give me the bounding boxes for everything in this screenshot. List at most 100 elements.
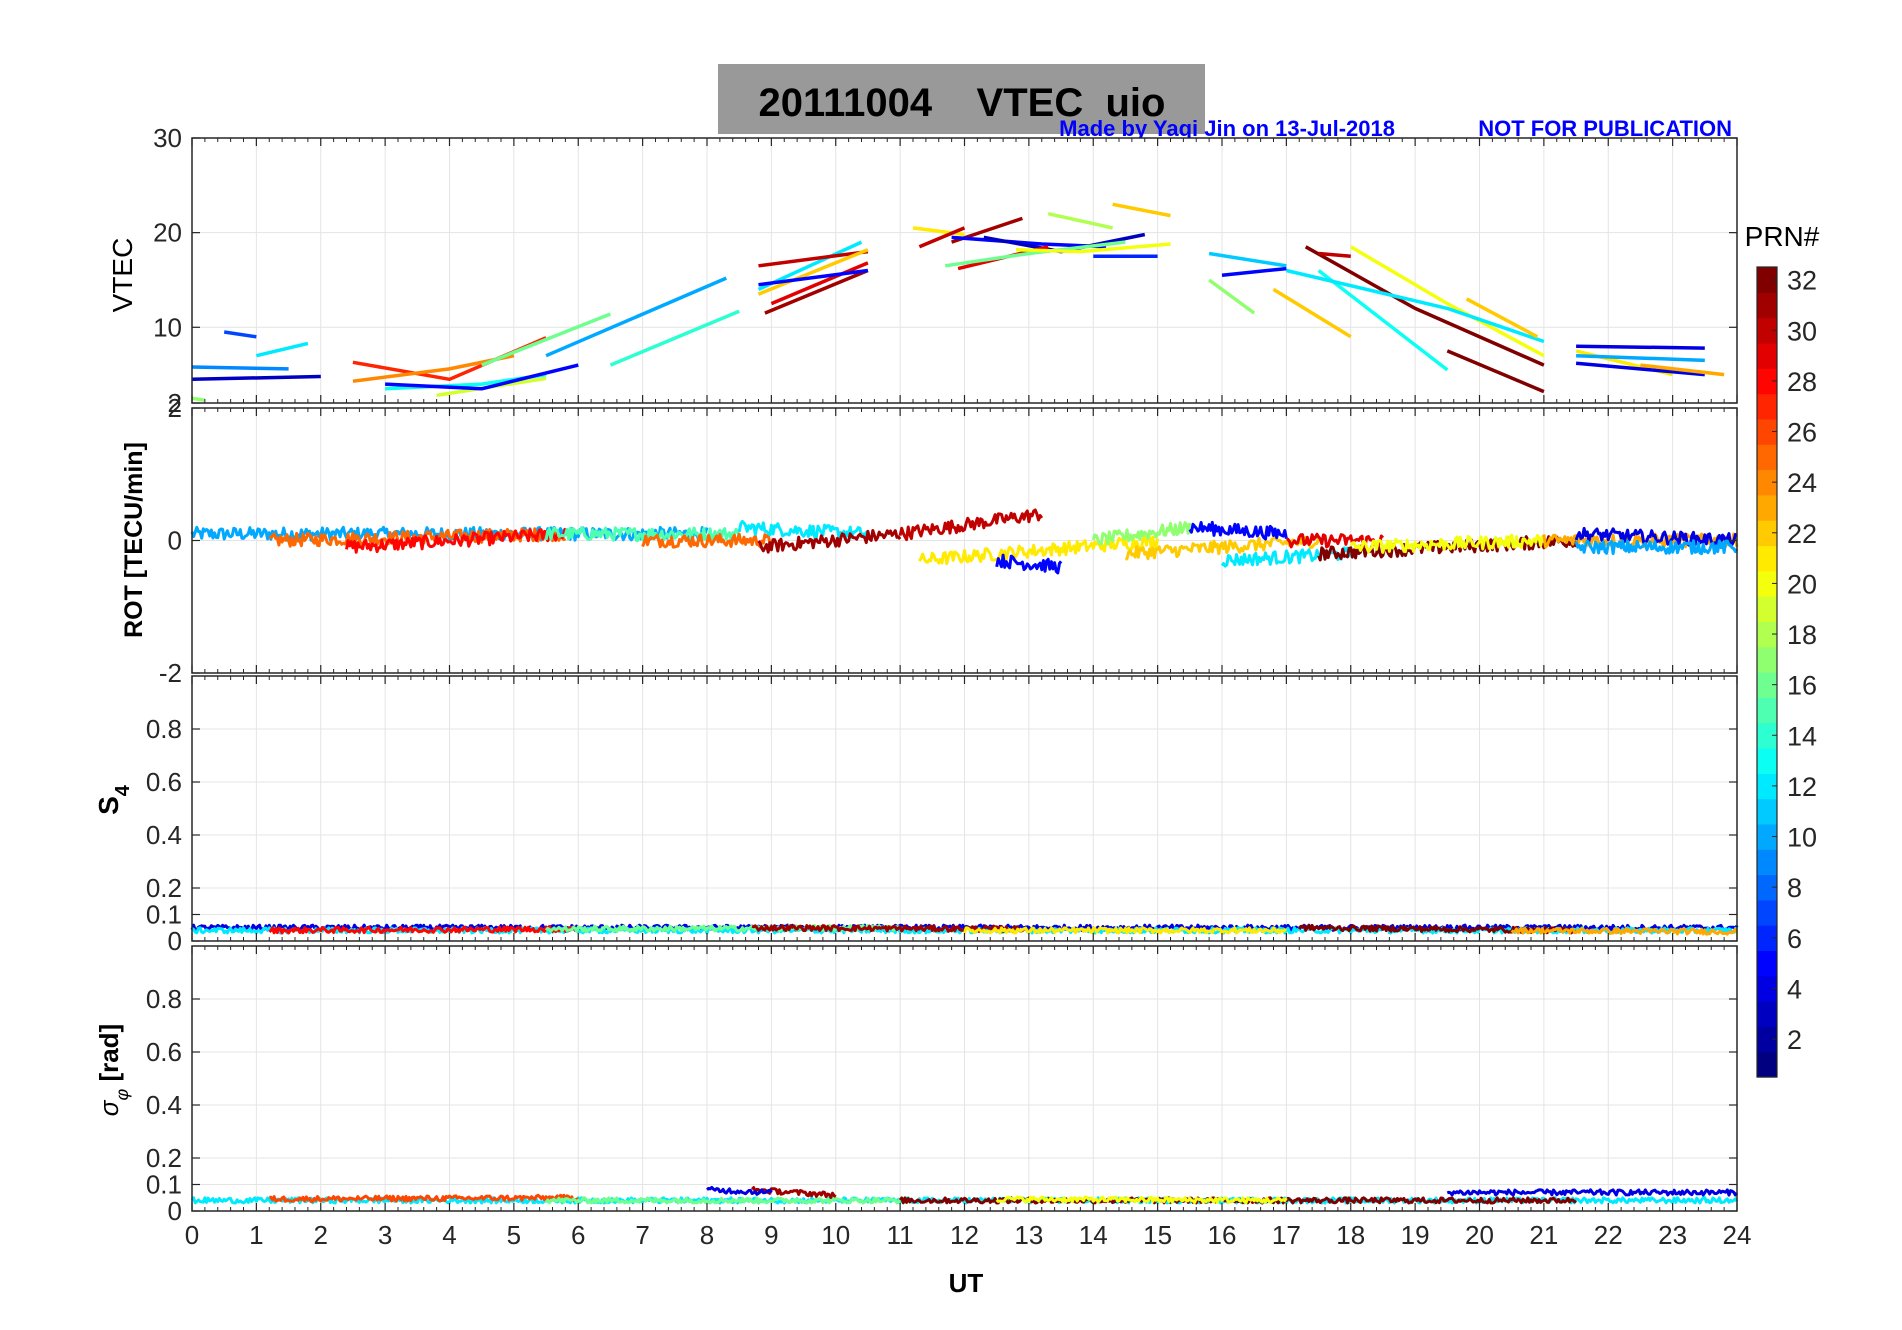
series-prn-21 <box>912 226 965 237</box>
colorbar-swatch <box>1757 317 1777 344</box>
colorbar-swatch <box>1757 747 1777 774</box>
colorbar-swatch <box>1757 520 1777 547</box>
panel-sigma-phi: 0.80.60.40.20.100 1 2 3 4 5 6 7 8 9 10 11 12 13 14 15 16… <box>94 945 1752 1250</box>
y-tick-label: 0.8 <box>146 714 182 744</box>
colorbar-tick-label: 24 <box>1787 468 1817 498</box>
y-axis-label: ROT [TECU/min] <box>120 442 148 638</box>
y-tick-label: 0.1 <box>146 900 182 930</box>
series-prn-21 <box>918 534 1160 566</box>
credit-text: Made by Yaqi Jin on 13-Jul-2018 <box>1059 116 1395 141</box>
colorbar-tick-label: 10 <box>1787 823 1817 853</box>
y-tick-label: 0.4 <box>146 820 182 850</box>
notice-text: NOT FOR PUBLICATION <box>1478 116 1732 141</box>
colorbar-swatch <box>1757 646 1777 673</box>
series-prn-5 <box>1221 266 1287 277</box>
y-axis-label: VTEC <box>107 238 138 313</box>
series-prn-30 <box>898 508 1044 542</box>
x-tick-label: 16 <box>1208 1220 1237 1250</box>
colorbar-tick-label: 4 <box>1787 974 1802 1004</box>
series-prn-30 <box>1318 251 1351 259</box>
colorbar-swatch <box>1757 292 1777 319</box>
colorbar-swatch <box>1757 1026 1777 1053</box>
panel-rot: 2 0 -2 ROT [TECU/min] <box>120 393 1739 688</box>
x-tick-label: 5 <box>507 1220 521 1250</box>
y-tick-label: 0.6 <box>146 1037 182 1067</box>
colorbar-tick-label: 32 <box>1787 266 1817 296</box>
chart-title: 20111004 VTEC uio <box>759 81 1166 125</box>
x-tick-label: 12 <box>950 1220 979 1250</box>
series-prn-10 <box>1576 353 1705 363</box>
series-prn-32 <box>1304 245 1545 367</box>
series-prn-30 <box>758 249 869 268</box>
y-tick-label: 0.8 <box>146 984 182 1014</box>
colorbar-tick-label: 28 <box>1787 367 1817 397</box>
series-prn-5 <box>758 268 869 287</box>
y-tick-label: 2 <box>168 393 182 423</box>
x-tick-label: 19 <box>1401 1220 1430 1250</box>
x-tick-label: 17 <box>1272 1220 1301 1250</box>
series-prn-28 <box>268 925 579 935</box>
colorbar-swatch <box>1757 621 1777 648</box>
panel-s4: 0.8 0.6 0.4 0.20.10 S4 <box>93 675 1739 956</box>
colorbar-swatch <box>1757 267 1777 293</box>
series-prn-5 <box>1188 520 1288 541</box>
series-prn-22 <box>757 248 869 296</box>
series-prn-12 <box>737 519 869 540</box>
x-tick-label: 24 <box>1723 1220 1752 1250</box>
colorbar-tick-label: 14 <box>1787 721 1817 751</box>
x-tick-label: 6 <box>571 1220 585 1250</box>
series-prn-17 <box>1208 278 1256 315</box>
series-prn-3 <box>191 374 321 382</box>
y-tick-label: 0.2 <box>146 1143 182 1173</box>
colorbar-swatch <box>1757 1001 1777 1027</box>
series-prn-4 <box>1446 1188 1739 1197</box>
series-prn-14 <box>609 309 740 367</box>
x-tick-label: 15 <box>1143 1220 1172 1250</box>
series-prn-32 <box>1446 349 1545 394</box>
colorbar-swatch <box>1757 418 1777 445</box>
y-tick-label: 0.4 <box>146 1090 182 1120</box>
series-prn-18 <box>1047 211 1113 230</box>
colorbar-swatch <box>1757 849 1777 876</box>
series-prn-21 <box>963 926 1287 935</box>
series-prn-9 <box>191 365 289 371</box>
x-tick-label: 13 <box>1014 1220 1043 1250</box>
series-prn-25 <box>641 532 773 549</box>
series-prn-12 <box>255 341 309 358</box>
x-tick-label: 20 <box>1465 1220 1494 1250</box>
series-prn-10 <box>1574 539 1739 556</box>
series-prn-4 <box>1575 361 1705 377</box>
series-prn-31 <box>764 268 869 315</box>
x-tick-label: 21 <box>1529 1220 1558 1250</box>
colorbar-swatch <box>1757 722 1777 749</box>
series-prn-22 <box>1112 202 1171 218</box>
colorbar-tick-label: 12 <box>1787 772 1817 802</box>
x-tick-label: 3 <box>378 1220 392 1250</box>
series-prn-20 <box>1349 245 1545 358</box>
series-prn-23 <box>1510 926 1739 936</box>
colorbar-swatch <box>1757 950 1777 977</box>
y-tick-label: 0.1 <box>146 1170 182 1200</box>
series-prn-23 <box>1640 363 1725 377</box>
series-prn-22 <box>1272 287 1352 339</box>
colorbar-swatch <box>1757 925 1777 952</box>
series-prn-5 <box>385 363 579 391</box>
y-tick-label: 0.2 <box>146 873 182 903</box>
x-tick-label: 11 <box>887 1220 914 1250</box>
colorbar-swatch <box>1757 494 1777 521</box>
x-axis-label: UT <box>949 1268 984 1298</box>
colorbar-tick-label: 30 <box>1787 316 1817 346</box>
series-prn-11 <box>1208 251 1287 268</box>
colorbar-swatch <box>1757 1051 1777 1078</box>
colorbar-tick-label: 26 <box>1787 418 1817 448</box>
series-prn-20 <box>995 1195 1288 1205</box>
colorbar-swatch <box>1757 823 1777 850</box>
colorbar-tick-label: 6 <box>1787 924 1802 954</box>
x-tick-label: 4 <box>442 1220 456 1250</box>
y-axis-label: σφ [rad] <box>94 1024 132 1116</box>
x-tick-label: 14 <box>1079 1220 1108 1250</box>
y-tick-label: 0.6 <box>146 767 182 797</box>
series-prn-5 <box>995 553 1063 575</box>
series-prn-4 <box>1576 344 1705 350</box>
